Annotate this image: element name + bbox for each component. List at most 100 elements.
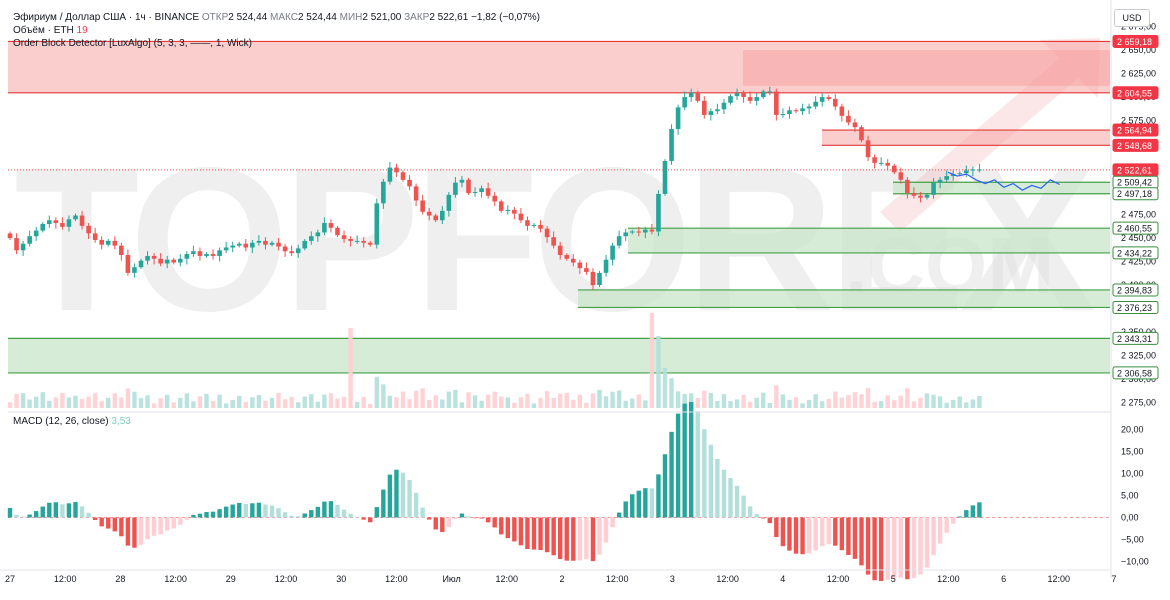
macd-bar xyxy=(689,401,694,518)
macd-bar xyxy=(79,506,85,518)
volume-bar xyxy=(662,368,668,408)
currency-button[interactable]: USD xyxy=(1114,9,1150,27)
volume-bar xyxy=(296,402,301,408)
macd-bar xyxy=(754,513,759,518)
volume-bar xyxy=(165,394,170,408)
macd-bar xyxy=(846,517,851,555)
macd-bar xyxy=(944,517,949,533)
macd-bar xyxy=(269,505,275,518)
candle-body xyxy=(492,195,497,202)
candle-body xyxy=(518,213,524,221)
candle-body xyxy=(577,262,583,269)
time-tick-label: 30 xyxy=(336,574,346,584)
candle-body xyxy=(92,233,98,240)
macd-bar xyxy=(47,502,52,518)
candle-body xyxy=(852,122,858,128)
time-tick-label: 12:00 xyxy=(275,574,298,584)
volume-bar xyxy=(407,399,412,408)
indicator-legend[interactable]: Order Block Detector [LuxAlgo] (5, 3, 3,… xyxy=(13,38,252,50)
macd-bar xyxy=(427,517,432,520)
candle-body xyxy=(269,242,275,245)
volume-bar xyxy=(525,393,530,408)
time-tick-label: 12:00 xyxy=(1048,574,1071,584)
volume-bar xyxy=(217,394,222,408)
macd-bar xyxy=(73,502,78,518)
macd-bar xyxy=(165,517,170,531)
candle-body xyxy=(47,220,52,224)
macd-bar xyxy=(178,517,183,525)
macd-bar xyxy=(767,517,772,524)
volume-bar xyxy=(210,400,216,408)
volume-bar xyxy=(872,401,877,408)
volume-bar xyxy=(715,400,720,408)
volume-bar xyxy=(466,392,471,408)
candle-body xyxy=(544,228,550,238)
volume-bar xyxy=(538,397,543,408)
candle-body xyxy=(584,268,589,272)
macd-bar xyxy=(151,517,157,536)
candle-body xyxy=(865,140,871,158)
volume-bar xyxy=(630,398,635,408)
volume-bar xyxy=(610,391,615,408)
volume-bar xyxy=(99,401,104,408)
volume-bar xyxy=(341,396,347,408)
macd-bar xyxy=(263,504,268,518)
macd-bar xyxy=(86,512,91,518)
macd-bar xyxy=(7,508,13,518)
macd-bar xyxy=(223,506,229,518)
time-tick-label: 12:00 xyxy=(937,574,960,584)
volume-bars xyxy=(7,313,982,408)
volume-bar xyxy=(839,397,845,408)
candle-body xyxy=(551,237,556,246)
candle-body xyxy=(250,242,255,248)
macd-bar xyxy=(60,504,65,518)
macd-bar xyxy=(184,517,190,520)
candle-body xyxy=(309,236,314,241)
volume-bar xyxy=(531,403,537,408)
candle-body xyxy=(656,193,661,232)
time-tick-label: 12:00 xyxy=(716,574,739,584)
macd-bar xyxy=(734,485,740,518)
volume-bar xyxy=(970,399,976,408)
macd-bar xyxy=(905,517,910,580)
volume-bar xyxy=(309,394,314,408)
high-value: 2 524,44 xyxy=(297,12,337,23)
time-axis[interactable]: 27 12:00 28 12:00 29 12:00 30 12:00 Июл 12:00 2 12:… xyxy=(0,569,1117,584)
volume-bar xyxy=(833,391,838,408)
volume-bar xyxy=(250,397,255,408)
volume-bar xyxy=(846,395,851,408)
volume-bar xyxy=(597,389,602,408)
price-label-text: 2 460,55 xyxy=(1117,224,1152,234)
macd-bar xyxy=(250,503,255,518)
macd-bar xyxy=(99,517,104,527)
candle-body xyxy=(872,157,877,163)
candle-body xyxy=(348,239,353,241)
candle-body xyxy=(453,182,458,195)
symbol-title: Эфириум / Доллар США · 1ч · BINANCE xyxy=(13,12,200,23)
volume-bar xyxy=(230,399,235,408)
macd-legend[interactable]: MACD (12, 26, close) 3,53 xyxy=(13,416,131,428)
candle-body xyxy=(767,91,773,93)
macd-bar xyxy=(505,517,510,539)
candle-body xyxy=(132,267,137,273)
volume-bar xyxy=(171,402,176,408)
macd-bar xyxy=(702,429,707,518)
volume-bar xyxy=(335,398,340,408)
volume-legend: Объём · ETH 19 xyxy=(13,25,88,37)
volume-bar xyxy=(374,376,379,408)
candle-body xyxy=(924,194,930,198)
macd-bar xyxy=(675,413,681,518)
candle-body xyxy=(747,97,753,101)
volume-bar xyxy=(204,393,209,408)
volume-bar xyxy=(544,391,550,408)
macd-bar xyxy=(715,459,720,518)
volume-bar xyxy=(898,395,903,408)
macd-bar xyxy=(977,502,982,518)
time-tick-label: 2 xyxy=(559,574,564,584)
candle-body xyxy=(793,110,799,112)
macd-bar xyxy=(420,507,425,518)
volume-bar xyxy=(774,385,779,408)
volume-bar xyxy=(453,389,458,408)
macd-bar xyxy=(577,517,583,561)
